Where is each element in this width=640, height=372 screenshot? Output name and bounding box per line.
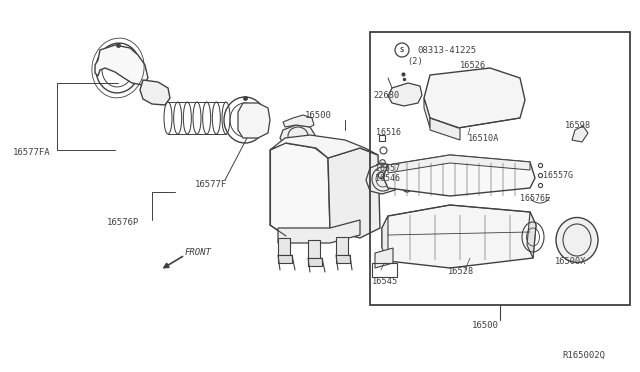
Polygon shape	[238, 103, 270, 138]
Polygon shape	[382, 205, 536, 268]
Text: 16545: 16545	[372, 278, 398, 286]
Text: 16546: 16546	[375, 173, 400, 183]
Text: 16577F: 16577F	[195, 180, 227, 189]
Polygon shape	[382, 216, 388, 261]
Ellipse shape	[556, 218, 598, 263]
Text: 16557G: 16557G	[543, 170, 573, 180]
Polygon shape	[95, 45, 148, 85]
Bar	[278, 255, 292, 263]
Polygon shape	[388, 155, 530, 173]
Polygon shape	[424, 68, 525, 128]
Bar	[308, 258, 322, 266]
Polygon shape	[280, 125, 315, 148]
Polygon shape	[270, 135, 378, 158]
Bar	[336, 255, 350, 263]
Polygon shape	[395, 170, 420, 190]
Text: 16500X: 16500X	[555, 257, 586, 266]
Polygon shape	[366, 163, 398, 194]
Polygon shape	[430, 118, 460, 140]
Polygon shape	[375, 248, 393, 268]
Polygon shape	[328, 148, 380, 238]
Polygon shape	[278, 238, 290, 255]
Text: 16528: 16528	[448, 267, 474, 276]
Polygon shape	[336, 237, 348, 255]
Polygon shape	[572, 126, 588, 142]
Text: 16510A: 16510A	[468, 134, 499, 142]
Polygon shape	[388, 83, 422, 106]
Text: 16500: 16500	[472, 321, 499, 330]
Text: 16526: 16526	[460, 61, 486, 70]
Polygon shape	[527, 212, 536, 258]
Polygon shape	[270, 143, 330, 240]
Polygon shape	[140, 80, 170, 105]
Text: 08313-41225: 08313-41225	[417, 45, 476, 55]
Polygon shape	[424, 98, 430, 128]
Text: 16576E: 16576E	[520, 193, 550, 202]
Text: 16577FA: 16577FA	[13, 148, 51, 157]
Text: 22680: 22680	[373, 90, 399, 99]
Text: S: S	[400, 47, 404, 53]
Text: R165002Q: R165002Q	[562, 350, 605, 359]
Text: 16516: 16516	[376, 128, 401, 137]
Text: 16598: 16598	[565, 121, 591, 129]
Polygon shape	[308, 240, 320, 258]
Text: FRONT: FRONT	[185, 247, 212, 257]
Text: 16576P: 16576P	[107, 218, 140, 227]
Bar	[372, 263, 397, 277]
Polygon shape	[383, 155, 535, 196]
Bar	[370, 32, 630, 305]
Polygon shape	[283, 115, 314, 127]
Text: (2): (2)	[407, 57, 423, 65]
Polygon shape	[278, 220, 360, 243]
Text: 16500: 16500	[305, 110, 332, 119]
Text: 16557: 16557	[375, 164, 400, 173]
